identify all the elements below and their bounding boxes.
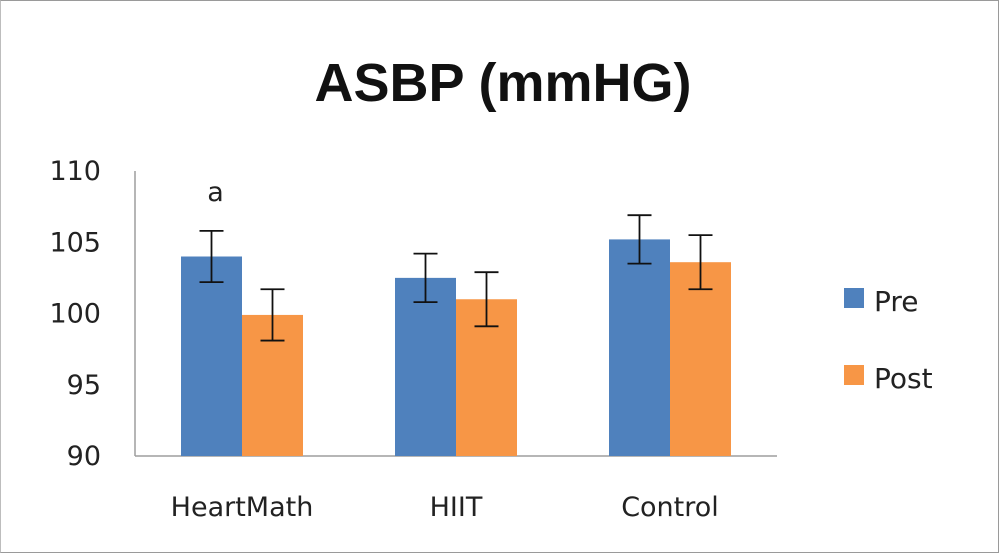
category-label-hiit: HIIT (430, 492, 483, 523)
legend-swatch-post (844, 365, 864, 385)
legend-label-pre: Pre (874, 285, 919, 318)
error-bar-pre-hiit (413, 252, 438, 304)
chart-title: ASBP (mmHG) (314, 53, 691, 113)
category-label-heartmath: HeartMath (171, 492, 314, 523)
legend-swatch-pre (844, 288, 864, 308)
error-bar-post-control (688, 234, 713, 291)
bar-pre-heartmath (181, 256, 242, 456)
y-tick-label: 90 (67, 441, 101, 472)
legend: Pre Post (844, 285, 933, 395)
legend-label-post: Post (874, 362, 933, 395)
bar-pre-control (609, 239, 670, 456)
bars (181, 239, 731, 456)
error-bar-pre-control (627, 214, 652, 265)
bar-pre-hiit (395, 277, 456, 456)
category-label-control: Control (621, 492, 719, 523)
y-tick-label: 105 (49, 227, 101, 258)
error-bar-pre-heartmath (199, 229, 224, 284)
error-bar-post-hiit (474, 271, 499, 328)
category-labels: HeartMath a HIIT Control (171, 177, 719, 523)
error-bars (199, 214, 713, 342)
y-tick-label: 110 (49, 156, 101, 187)
bar-post-control (670, 262, 731, 456)
annotation-label: a (207, 177, 224, 208)
error-bar-post-heartmath (260, 288, 285, 342)
y-tick-label: 95 (67, 370, 101, 401)
y-tick-label: 100 (49, 299, 101, 330)
